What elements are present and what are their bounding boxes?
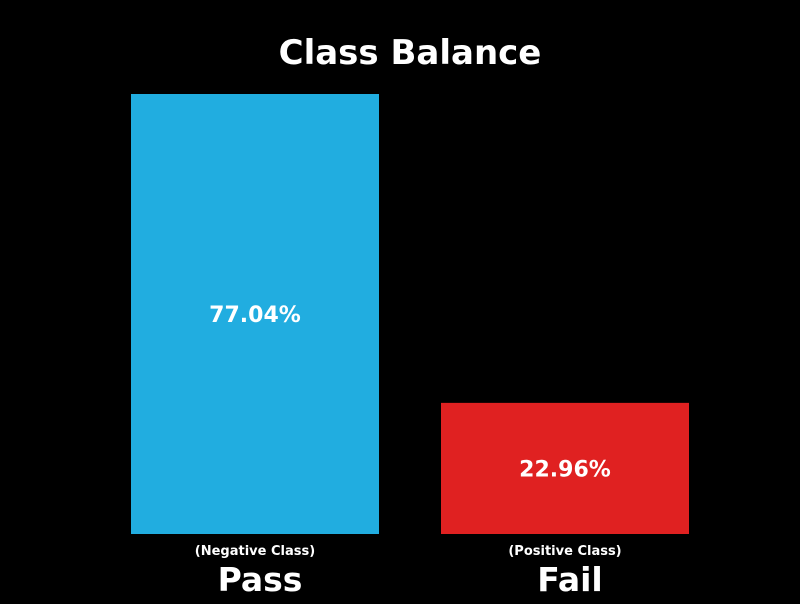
bar-fail [441, 402, 689, 534]
class-sublabel-fail: (Positive Class) [508, 544, 621, 559]
category-label-fail: Fail [537, 560, 603, 599]
value-label-fail: 22.96% [519, 457, 611, 482]
chart-title: Class Balance [279, 33, 542, 73]
value-label-pass: 77.04% [209, 303, 301, 328]
bar-pass [131, 94, 379, 534]
category-label-pass: Pass [218, 560, 303, 599]
bars-group: 77.04% (Negative Class)Pass 22.96% (Positiv… [131, 94, 689, 599]
class-sublabel-pass: (Negative Class) [195, 544, 315, 559]
